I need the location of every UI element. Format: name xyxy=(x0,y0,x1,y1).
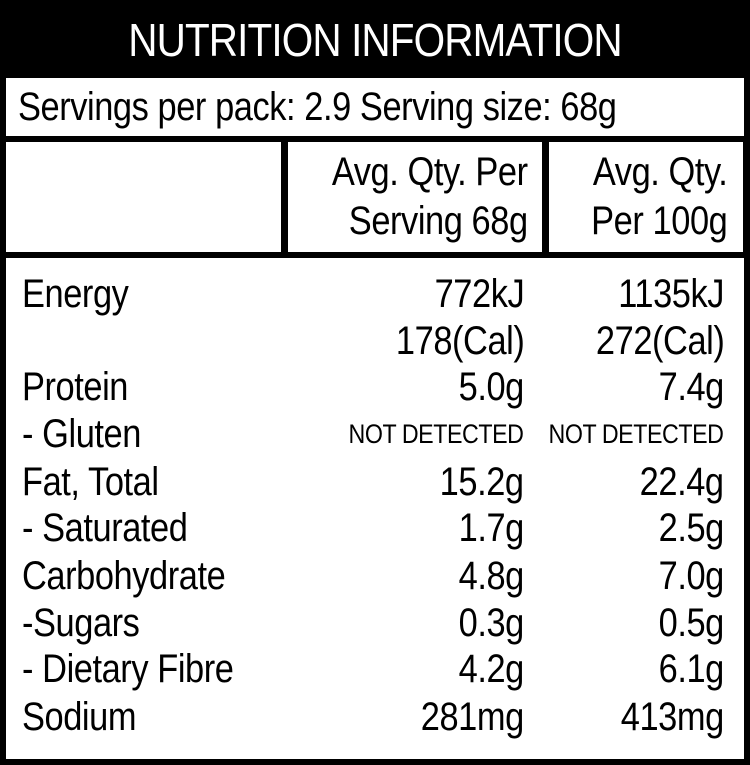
nutrient-table: Energy 772kJ 1135kJ 178(Cal) 272(Cal) Pr… xyxy=(6,258,744,759)
per-100g-value: 1135kJ xyxy=(618,272,724,316)
per-serving-value: 5.0g xyxy=(458,365,525,409)
nutrient-label: -Sugars xyxy=(22,601,140,645)
table-row: Protein 5.0g 7.4g xyxy=(6,363,744,411)
table-row: -Sugars 0.3g 0.5g xyxy=(6,599,744,647)
table-row: Fat, Total 15.2g 22.4g xyxy=(6,458,744,506)
per-serving-value: 178(Cal) xyxy=(395,319,525,363)
per-serving-value: 772kJ xyxy=(434,272,524,316)
table-row: 178(Cal) 272(Cal) xyxy=(6,317,744,365)
per-serving-value: 15.2g xyxy=(440,460,524,504)
table-row: Energy 772kJ 1135kJ xyxy=(6,270,744,318)
per-serving-value: 281mg xyxy=(420,695,524,739)
header-blank-cell xyxy=(6,142,281,252)
servings-box: Servings per pack: 2.9 Serving size: 68g xyxy=(6,78,744,136)
header-per-serving: Avg. Qty. Per Serving 68g xyxy=(288,142,542,252)
panel-title: NUTRITION INFORMATION xyxy=(128,14,622,66)
per-100g-value: 7.4g xyxy=(658,365,725,409)
per-100g-value: 6.1g xyxy=(658,647,725,691)
per-serving-value: 1.7g xyxy=(458,506,525,550)
nutrient-label: - Gluten xyxy=(22,412,141,456)
nutrient-label: - Saturated xyxy=(22,506,188,550)
per-serving-value: 4.8g xyxy=(458,554,525,598)
per-serving-value: NOT DETECTED xyxy=(348,419,524,449)
per-100g-value: 0.5g xyxy=(658,601,725,645)
nutrient-label: Carbohydrate xyxy=(22,554,226,598)
nutrient-label: Fat, Total xyxy=(22,460,159,504)
per-100g-value: NOT DETECTED xyxy=(548,419,724,449)
nutrient-label: - Dietary Fibre xyxy=(22,647,234,691)
per-100g-value: 22.4g xyxy=(640,460,724,504)
per-serving-value: 0.3g xyxy=(458,601,525,645)
table-row: - Dietary Fibre 4.2g 6.1g xyxy=(6,645,744,693)
per-100g-value: 2.5g xyxy=(658,506,725,550)
header-per-100g-line2: Per 100g xyxy=(590,199,728,243)
header-per-serving-line2: Serving 68g xyxy=(349,199,528,243)
header-per-100g-line1: Avg. Qty. xyxy=(592,150,728,194)
nutrient-label: Protein xyxy=(22,365,128,409)
table-row: - Gluten NOT DETECTED NOT DETECTED xyxy=(6,410,744,458)
per-serving-value: 4.2g xyxy=(458,647,525,691)
nutrient-label: Energy xyxy=(22,272,129,316)
header-per-100g: Avg. Qty. Per 100g xyxy=(549,142,743,252)
per-100g-value: 413mg xyxy=(620,695,724,739)
servings-text: Servings per pack: 2.9 Serving size: 68g xyxy=(18,85,617,129)
table-row: - Saturated 1.7g 2.5g xyxy=(6,504,744,552)
per-100g-value: 7.0g xyxy=(658,554,725,598)
table-row: Sodium 281mg 413mg xyxy=(6,693,744,741)
nutrient-label: Sodium xyxy=(22,695,137,739)
per-100g-value: 272(Cal) xyxy=(595,319,725,363)
table-row: Carbohydrate 4.8g 7.0g xyxy=(6,552,744,600)
header-per-serving-line1: Avg. Qty. Per xyxy=(332,150,528,194)
